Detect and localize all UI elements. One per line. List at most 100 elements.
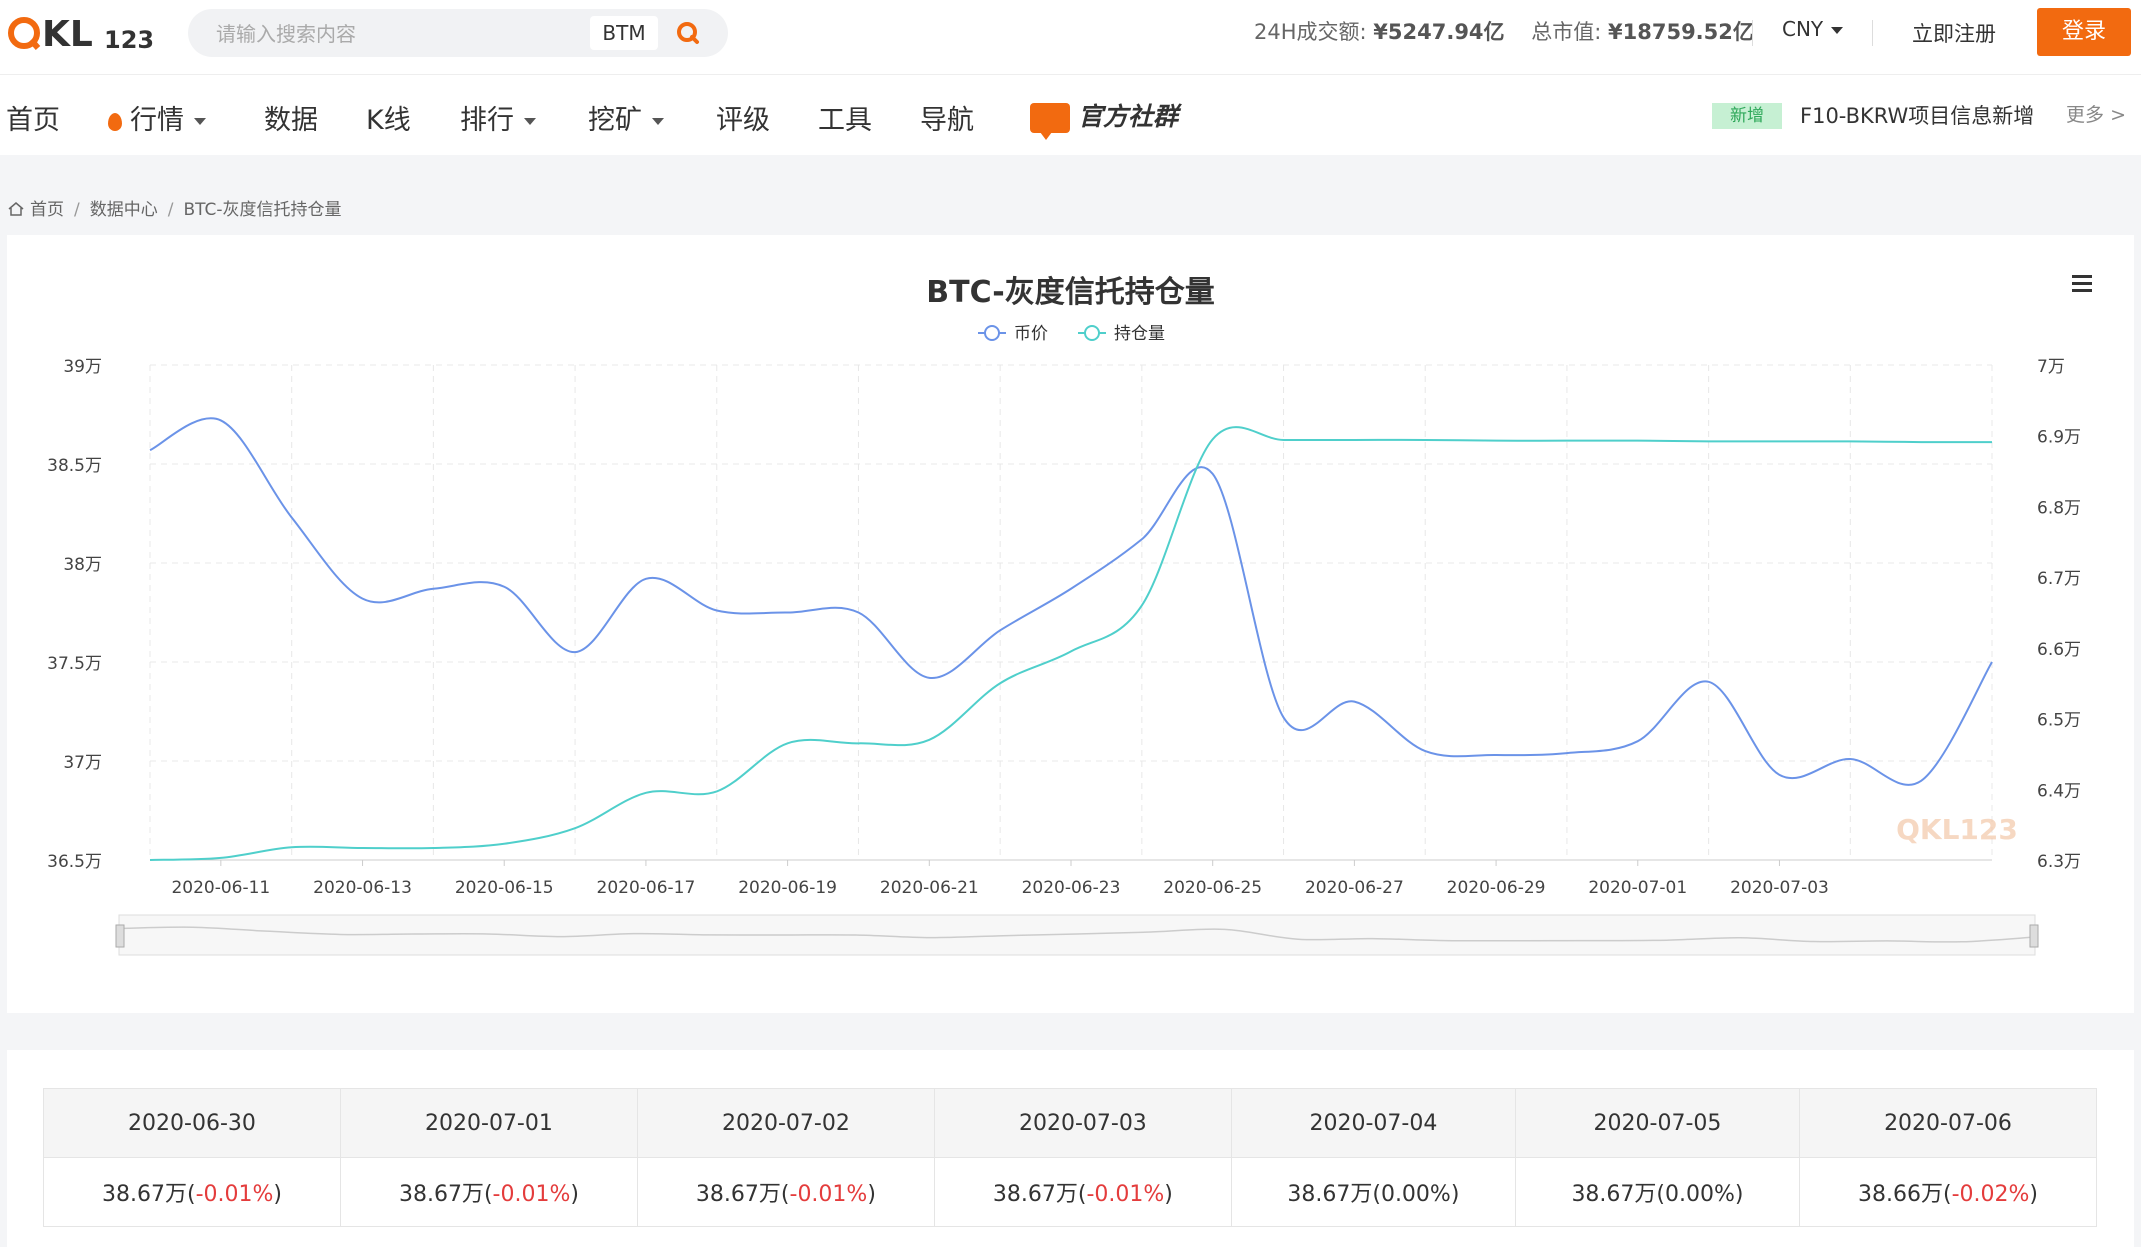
x-tick-label: 2020-06-19 bbox=[738, 878, 837, 898]
chevron-right-icon: > bbox=[2110, 104, 2126, 126]
marketcap-label: 总市值: bbox=[1531, 20, 1602, 44]
table-cell: 38.67万(-0.01%) bbox=[636, 1157, 935, 1227]
breadcrumb: 首页 / 数据中心 / BTC-灰度信托持仓量 bbox=[8, 195, 342, 220]
nav-item-data[interactable]: 数据 bbox=[264, 98, 318, 137]
chevron-down-icon bbox=[1831, 27, 1844, 34]
cell-change: (-0.01%) bbox=[483, 1182, 579, 1207]
qkl123-logo[interactable]: KL 123 bbox=[6, 8, 156, 58]
nav-label: 首页 bbox=[6, 105, 60, 136]
nav-label: 挖矿 bbox=[588, 105, 642, 136]
table-header-row: 2020-06-30 2020-07-01 2020-07-02 2020-07-03… bbox=[43, 1088, 2097, 1158]
nav-item-market[interactable]: 行情 bbox=[108, 98, 206, 137]
table-row: 38.67万(-0.01%) 38.67万(-0.01%) 38.67万(-0.01… bbox=[43, 1157, 2097, 1227]
breadcrumb-current: BTC-灰度信托持仓量 bbox=[183, 200, 342, 220]
marketcap-value: ¥18759.52亿 bbox=[1608, 20, 1754, 44]
search-input[interactable] bbox=[214, 18, 578, 50]
divider bbox=[1872, 20, 1873, 46]
nav-item-mining[interactable]: 挖矿 bbox=[588, 98, 664, 137]
chart-title: BTC-灰度信托持仓量 bbox=[926, 275, 1215, 310]
chart-panel: BTC-灰度信托持仓量 36.5万 37万 37.5万 38万 38.5万 39万 6.3万… bbox=[7, 235, 2134, 1013]
x-tick-label: 2020-06-29 bbox=[1447, 878, 1546, 898]
breadcrumb-home[interactable]: 首页 bbox=[30, 200, 64, 220]
new-badge: 新增 bbox=[1712, 103, 1782, 129]
y-right-tick-label: 6.5万 bbox=[2037, 711, 2081, 731]
table-cell: 38.67万(-0.01%) bbox=[43, 1157, 341, 1227]
svg-text:KL: KL bbox=[42, 14, 93, 55]
table-panel: 2020-06-30 2020-07-01 2020-07-02 2020-07-03… bbox=[7, 1050, 2134, 1247]
cell-value: 38.67万 bbox=[695, 1182, 781, 1207]
main-nav: 首页 行情 数据 K线 排行 挖矿 评级 工具 导航 官方社群 新增 F10-B… bbox=[0, 75, 2141, 155]
x-tick-label: 2020-07-01 bbox=[1588, 878, 1687, 898]
community-label: 官方社群 bbox=[1078, 102, 1179, 131]
flame-icon bbox=[108, 112, 122, 131]
chart-svg: 36.5万 37万 37.5万 38万 38.5万 39万 6.3万 6.4万 6.5万 6.6万… bbox=[47, 324, 2081, 956]
search-box: BTM bbox=[188, 9, 728, 57]
breadcrumb-separator: / bbox=[167, 200, 174, 220]
cell-value: 38.67万 bbox=[398, 1182, 484, 1207]
register-link[interactable]: 立即注册 bbox=[1912, 22, 1996, 46]
nav-item-kline[interactable]: K线 bbox=[366, 98, 411, 137]
cell-change: (0.00%) bbox=[1372, 1182, 1460, 1207]
login-button[interactable]: 登录 bbox=[2037, 8, 2131, 56]
x-tick-label: 2020-06-27 bbox=[1305, 878, 1404, 898]
legend-marker bbox=[984, 325, 1000, 341]
search-icon[interactable] bbox=[674, 19, 702, 47]
table-cell: 38.67万(-0.01%) bbox=[339, 1157, 638, 1227]
nav-item-rating[interactable]: 评级 bbox=[716, 98, 770, 137]
nav-label: 工具 bbox=[818, 105, 872, 136]
y-left-tick-label: 38万 bbox=[63, 555, 102, 575]
x-tick-label: 2020-06-11 bbox=[171, 878, 270, 898]
cell-change: (-0.02%) bbox=[1942, 1182, 2038, 1207]
nav-item-navigation[interactable]: 导航 bbox=[920, 98, 974, 137]
x-tick-label: 2020-06-13 bbox=[313, 878, 412, 898]
svg-text:123: 123 bbox=[104, 26, 154, 54]
watermark-logo: QKL123 bbox=[1896, 813, 2018, 846]
cell-value: 38.66万 bbox=[1858, 1182, 1943, 1207]
nav-item-tools[interactable]: 工具 bbox=[818, 98, 872, 137]
y-right-tick-label: 6.3万 bbox=[2037, 852, 2081, 872]
table-header-cell: 2020-07-05 bbox=[1514, 1088, 1801, 1158]
market-stats: 24H成交额: ¥5247.94亿 总市值: ¥18759.52亿 bbox=[1254, 16, 1754, 46]
currency-label: CNY bbox=[1782, 17, 1824, 41]
breadcrumb-separator: / bbox=[74, 200, 80, 220]
volume-value: ¥5247.94亿 bbox=[1373, 20, 1505, 44]
nav-label: 评级 bbox=[716, 105, 770, 136]
table-header-cell: 2020-06-30 bbox=[43, 1088, 341, 1158]
x-tick-label: 2020-06-17 bbox=[597, 878, 696, 898]
volume-label: 24H成交额: bbox=[1254, 20, 1367, 44]
x-tick-label: 2020-06-23 bbox=[1022, 878, 1121, 898]
table-cell: 38.67万(-0.01%) bbox=[933, 1157, 1232, 1227]
community-link[interactable]: 官方社群 bbox=[1030, 97, 1179, 140]
y-right-tick-label: 6.4万 bbox=[2037, 781, 2081, 801]
menu-icon[interactable] bbox=[2072, 275, 2092, 293]
y-left-tick-label: 39万 bbox=[63, 357, 102, 377]
nav-label: 数据 bbox=[264, 105, 318, 136]
search-coin-chip[interactable]: BTM bbox=[590, 16, 658, 50]
y-left-tick-label: 36.5万 bbox=[47, 852, 102, 872]
y-left-tick-label: 37.5万 bbox=[47, 654, 102, 674]
legend-marker bbox=[1084, 325, 1100, 341]
series-line-holdings bbox=[149, 426, 1993, 861]
nav-label: K线 bbox=[366, 105, 411, 136]
table-cell: 38.67万(0.00%) bbox=[1230, 1157, 1516, 1227]
currency-select[interactable]: CNY bbox=[1782, 17, 1844, 41]
holdings-table: 2020-06-30 2020-07-01 2020-07-02 2020-07-03… bbox=[43, 1088, 2097, 1227]
nav-item-home[interactable]: 首页 bbox=[6, 98, 60, 137]
chat-bubble-icon bbox=[1030, 103, 1070, 140]
top-bar: KL 123 BTM 24H成交额: ¥5247.94亿 总市值: ¥18759… bbox=[0, 0, 2141, 75]
x-tick-label: 2020-06-15 bbox=[455, 878, 554, 898]
more-label: 更多 bbox=[2066, 104, 2105, 126]
cell-value: 38.67万 bbox=[1287, 1182, 1373, 1207]
cell-change: (-0.01%) bbox=[1077, 1182, 1173, 1207]
table-header-cell: 2020-07-02 bbox=[636, 1088, 935, 1158]
chevron-down-icon bbox=[652, 118, 664, 125]
nav-item-ranking[interactable]: 排行 bbox=[460, 98, 536, 137]
breadcrumb-data-center[interactable]: 数据中心 bbox=[89, 200, 158, 220]
zoom-handle-right-icon[interactable] bbox=[2029, 924, 2039, 948]
zoom-slider-preview bbox=[118, 926, 2036, 943]
more-link[interactable]: 更多 > bbox=[2066, 100, 2126, 127]
news-link[interactable]: F10-BKRW项目信息新增 bbox=[1800, 104, 2035, 128]
zoom-handle-left-icon[interactable] bbox=[115, 924, 125, 948]
y-left-tick-label: 37万 bbox=[63, 753, 102, 773]
series-line-price bbox=[149, 417, 1993, 786]
